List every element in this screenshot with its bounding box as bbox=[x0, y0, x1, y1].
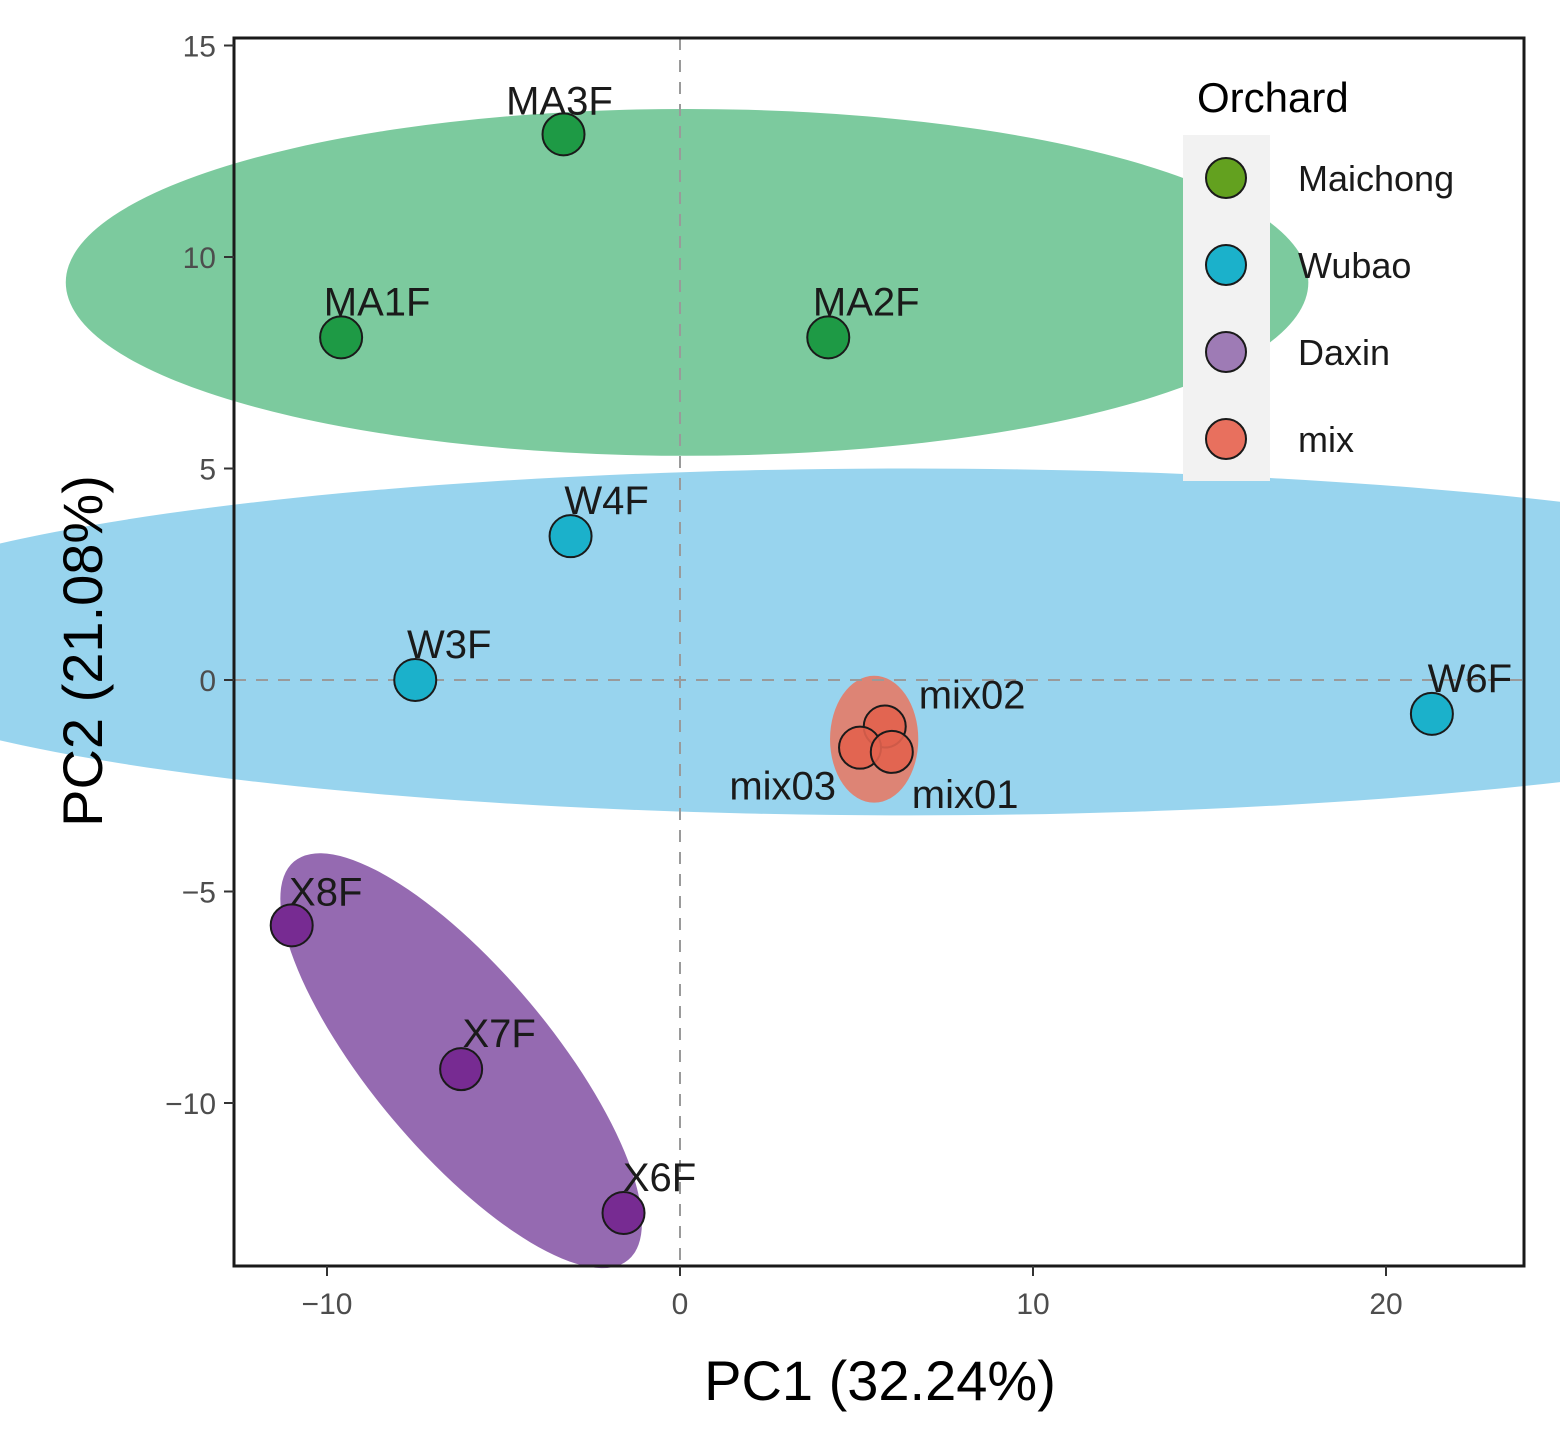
y-tick-label: −10 bbox=[165, 1088, 216, 1121]
point-label-layer: MA3F MA1F MA2F W4F W3F W6F X8F X7F X6F mix02 mix03… bbox=[289, 79, 1512, 1200]
y-axis-title: PC2 (21.08%) bbox=[51, 475, 114, 827]
y-tick-label: 0 bbox=[199, 665, 216, 698]
x-tick-label: 10 bbox=[1016, 1288, 1049, 1321]
y-tick-label: 5 bbox=[199, 454, 216, 487]
legend-key-daxin bbox=[1205, 331, 1247, 373]
ellipse-layer bbox=[0, 108, 1560, 1269]
plot-panel-border bbox=[232, 36, 1526, 1268]
point-w6f bbox=[1409, 691, 1454, 736]
y-tick-label: −5 bbox=[182, 877, 216, 910]
point-label-mix01: mix01 bbox=[912, 773, 1019, 817]
legend-label-daxin: Daxin bbox=[1298, 332, 1390, 373]
point-label-w6f: W6F bbox=[1428, 657, 1512, 701]
axes: −10 0 10 20 15 10 5 0 −5 −10 bbox=[165, 31, 1403, 1322]
point-label-x6f: X6F bbox=[623, 1156, 696, 1200]
point-ma3f bbox=[541, 112, 586, 157]
legend-label-maichong: Maichong bbox=[1298, 158, 1454, 199]
point-label-mix02: mix02 bbox=[919, 674, 1026, 718]
reference-lines bbox=[234, 38, 1524, 1266]
x-tick-label: −10 bbox=[302, 1288, 353, 1321]
legend-key-maichong bbox=[1205, 157, 1247, 199]
legend-label-wubao: Wubao bbox=[1298, 245, 1411, 286]
point-w3f bbox=[393, 658, 438, 702]
legend-key-mix bbox=[1205, 418, 1247, 460]
point-ma2f bbox=[806, 315, 851, 360]
y-tick-label: 10 bbox=[183, 242, 216, 275]
point-label-ma2f: MA2F bbox=[813, 280, 920, 324]
legend-key-wubao bbox=[1205, 244, 1247, 286]
point-label-ma3f: MA3F bbox=[506, 79, 613, 123]
point-label-x8f: X8F bbox=[289, 870, 362, 914]
legend-label-mix: mix bbox=[1298, 419, 1354, 460]
y-tick-label: 15 bbox=[183, 31, 216, 64]
point-mix01 bbox=[869, 729, 914, 774]
point-label-x7f: X7F bbox=[462, 1012, 535, 1056]
point-ma1f bbox=[319, 315, 364, 360]
point-x8f bbox=[269, 903, 314, 948]
ellipse-wubao bbox=[0, 468, 1560, 816]
point-label-w3f: W3F bbox=[407, 623, 491, 667]
point-x6f bbox=[601, 1190, 646, 1235]
legend-title: Orchard bbox=[1197, 74, 1349, 121]
point-label-w4f: W4F bbox=[564, 479, 648, 523]
x-tick-label: 0 bbox=[672, 1288, 689, 1321]
x-axis-title: PC1 (32.24%) bbox=[704, 1349, 1056, 1412]
point-w4f bbox=[548, 514, 593, 559]
x-tick-label: 20 bbox=[1369, 1288, 1402, 1321]
point-label-ma1f: MA1F bbox=[324, 280, 431, 324]
point-x7f bbox=[439, 1047, 484, 1092]
ellipse-maichong bbox=[65, 108, 1309, 456]
point-label-mix03: mix03 bbox=[729, 765, 836, 809]
legend: Orchard Maichong Wubao Daxin mix bbox=[1183, 74, 1454, 481]
point-layer bbox=[269, 112, 1454, 1235]
